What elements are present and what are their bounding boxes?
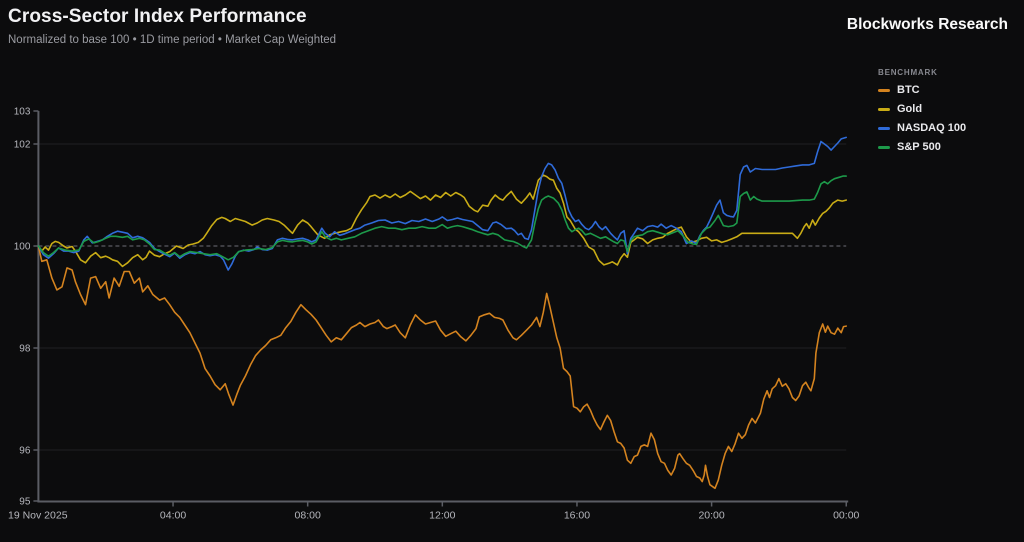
legend-item-gold[interactable]: Gold (878, 104, 1018, 115)
x-tick-label: 16:00 (564, 510, 590, 522)
legend-title: BENCHMARK (878, 68, 938, 77)
y-tick-label: 102 (14, 140, 31, 151)
legend-dash-icon (878, 108, 890, 111)
legend-panel: BENCHMARK BTC Gold NASDAQ 100 S&P 500 (878, 68, 1018, 161)
y-tick-label: 103 (14, 107, 31, 118)
x-tick-label: 00:00 (833, 510, 859, 522)
chart-area[interactable]: 103 102 100 98 96 95 04:00 08:00 12:00 16:00 20:00… (0, 0, 870, 542)
x-tick-label: 20:00 (698, 510, 724, 522)
y-tick-label: 96 (19, 446, 31, 457)
series-line-nasdaq-100 (37, 136, 848, 271)
legend-dash-icon (878, 127, 890, 130)
legend-dash-icon (878, 146, 890, 149)
y-tick-label: 100 (14, 242, 31, 253)
y-tick-label: 95 (19, 497, 31, 508)
y-tick-label: 98 (19, 344, 31, 355)
legend-item-label: Gold (897, 103, 923, 115)
series-line-btc (37, 245, 848, 490)
legend-dash-icon (878, 89, 890, 92)
series-line-gold (37, 174, 848, 268)
series-line-s-p-500 (37, 175, 848, 261)
page-subtitle: Normalized to base 100 • 1D time period … (8, 34, 337, 46)
performance-line-chart[interactable]: 103 102 100 98 96 95 04:00 08:00 12:00 16:00 20:00… (0, 0, 870, 542)
page-title: Cross-Sector Index Performance (8, 6, 307, 27)
legend-items: BTC Gold NASDAQ 100 S&P 500 (878, 85, 1018, 153)
legend-item-s-p-500[interactable]: S&P 500 (878, 142, 1018, 153)
legend-item-label: S&P 500 (897, 141, 941, 153)
x-tick-label: 04:00 (160, 510, 186, 522)
legend-item-nasdaq-100[interactable]: NASDAQ 100 (878, 123, 1018, 134)
x-tick-label: 08:00 (295, 510, 321, 522)
legend-item-btc[interactable]: BTC (878, 85, 1018, 96)
brand-logo: Blockworks Research (846, 16, 1008, 33)
x-tick-label: 12:00 (429, 510, 455, 522)
x-axis-date-label: 19 Nov 2025 (8, 510, 68, 522)
legend-item-label: NASDAQ 100 (897, 122, 967, 134)
legend-item-label: BTC (897, 84, 920, 96)
